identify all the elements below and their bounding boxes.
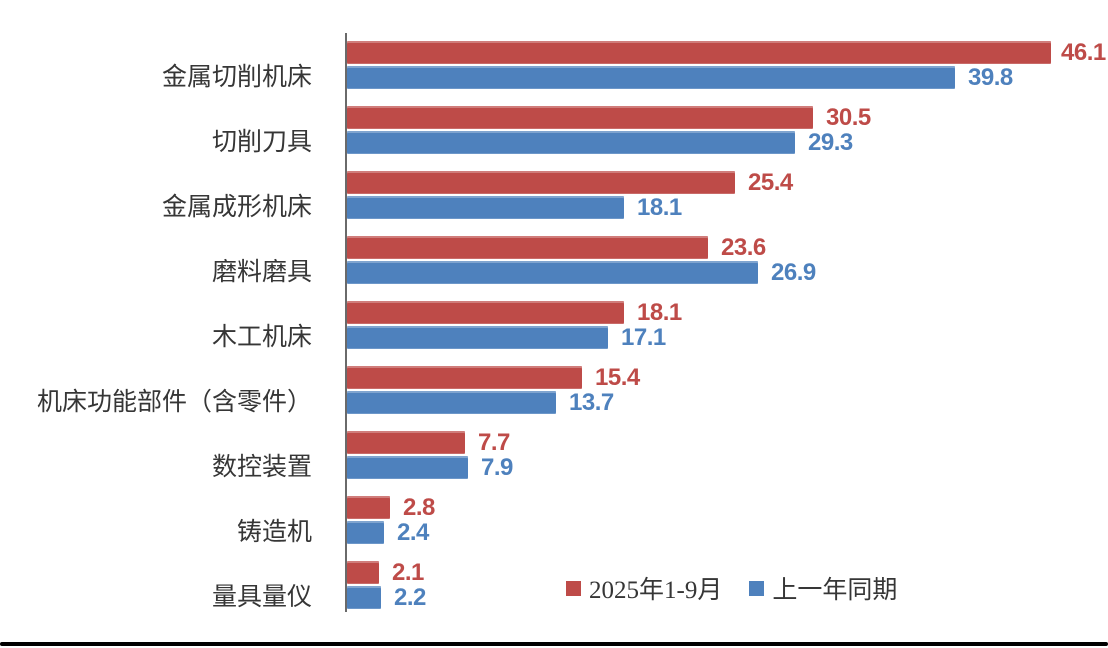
- value-label-series1-cat1: 30.5: [826, 104, 871, 131]
- legend-item-prev-year: 上一年同期: [749, 570, 897, 606]
- value-label-series2-cat8: 2.2: [394, 584, 426, 611]
- value-label-series2-cat5: 13.7: [569, 389, 614, 416]
- category-label-2: 金属成形机床: [161, 193, 312, 221]
- legend-swatch-blue-icon: [749, 580, 765, 596]
- bar-series2-cat7: [347, 521, 384, 544]
- value-label-series2-cat2: 18.1: [637, 194, 682, 221]
- value-label-series2-cat1: 29.3: [808, 129, 853, 156]
- value-label-series2-cat4: 17.1: [621, 324, 666, 351]
- legend-label-current-period: 2025年1-9月: [589, 577, 723, 604]
- value-label-series1-cat0: 46.1: [1061, 39, 1106, 66]
- bottom-border-line: [0, 642, 1108, 646]
- category-label-4: 木工机床: [211, 323, 312, 351]
- bar-series2-cat1: [347, 131, 795, 154]
- bar-series2-cat8: [347, 586, 381, 609]
- bar-series1-cat2: [347, 171, 735, 194]
- category-label-6: 数控装置: [211, 453, 312, 481]
- value-label-series2-cat7: 2.4: [397, 519, 429, 546]
- bar-series1-cat5: [347, 366, 582, 389]
- category-label-7: 铸造机: [236, 518, 312, 546]
- bar-series1-cat3: [347, 236, 708, 259]
- category-label-5: 机床功能部件（含零件）: [36, 388, 312, 416]
- category-label-0: 金属切削机床: [161, 63, 312, 91]
- value-label-series2-cat6: 7.9: [481, 454, 513, 481]
- bar-series2-cat3: [347, 261, 758, 284]
- category-label-3: 磨料磨具: [211, 258, 312, 286]
- value-label-series1-cat6: 7.7: [478, 429, 510, 456]
- value-label-series1-cat3: 23.6: [721, 234, 766, 261]
- bar-series2-cat0: [347, 66, 955, 89]
- value-label-series1-cat5: 15.4: [595, 364, 640, 391]
- bar-series1-cat1: [347, 106, 813, 129]
- bar-series1-cat6: [347, 431, 465, 454]
- bar-series1-cat8: [347, 561, 379, 584]
- value-label-series1-cat7: 2.8: [403, 494, 435, 521]
- bar-series2-cat4: [347, 326, 608, 349]
- value-label-series1-cat4: 18.1: [637, 299, 682, 326]
- bar-series1-cat0: [347, 41, 1051, 64]
- value-label-series2-cat3: 26.9: [771, 259, 816, 286]
- category-label-1: 切削刀具: [211, 128, 312, 156]
- legend-swatch-red-icon: [566, 580, 581, 596]
- bar-series2-cat2: [347, 196, 624, 219]
- bar-series1-cat7: [347, 496, 390, 519]
- bar-series2-cat6: [347, 456, 468, 479]
- value-label-series1-cat2: 25.4: [748, 169, 793, 196]
- value-label-series1-cat8: 2.1: [392, 559, 424, 586]
- category-label-8: 量具量仪: [211, 583, 312, 611]
- chart-legend: 2025年1-9月 上一年同期: [566, 574, 897, 604]
- bar-series1-cat4: [347, 301, 624, 324]
- legend-item-current-period: 2025年1-9月: [566, 570, 722, 606]
- legend-label-prev-year: 上一年同期: [772, 577, 898, 604]
- value-label-series2-cat0: 39.8: [968, 64, 1013, 91]
- y-axis-line: [345, 33, 347, 612]
- bar-series2-cat5: [347, 391, 556, 414]
